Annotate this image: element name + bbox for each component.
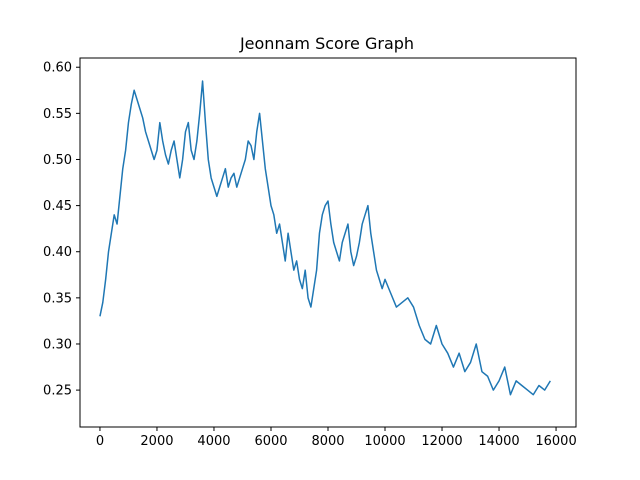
- x-tick-label: 4000: [197, 434, 230, 449]
- y-tick-label: 0.30: [43, 337, 72, 352]
- y-tick-label: 0.25: [43, 384, 72, 399]
- axes: 0 2000 4000 6000 8000 10000 12000 14000 16000 0.2…: [43, 57, 577, 449]
- x-tick-label: 14000: [478, 434, 519, 449]
- y-tick-label: 0.45: [43, 199, 72, 214]
- x-tick-label: 8000: [311, 434, 344, 449]
- series-line-1: [99, 80, 551, 396]
- plot-area: [99, 80, 551, 396]
- x-tick-label: 12000: [421, 434, 462, 449]
- y-tick-label: 0.50: [43, 153, 72, 168]
- y-tick-label: 0.40: [43, 245, 72, 260]
- x-tick-label: 2000: [140, 434, 173, 449]
- x-tick-label: 16000: [535, 434, 576, 449]
- x-tick-label: 10000: [364, 434, 405, 449]
- y-tick-label: 0.35: [43, 291, 72, 306]
- x-tick-label: 6000: [254, 434, 287, 449]
- chart-title: Jeonnam Score Graph: [239, 34, 414, 53]
- y-tick-label: 0.55: [43, 107, 72, 122]
- y-tick-label: 0.60: [43, 61, 72, 76]
- x-tick-label: 0: [96, 434, 104, 449]
